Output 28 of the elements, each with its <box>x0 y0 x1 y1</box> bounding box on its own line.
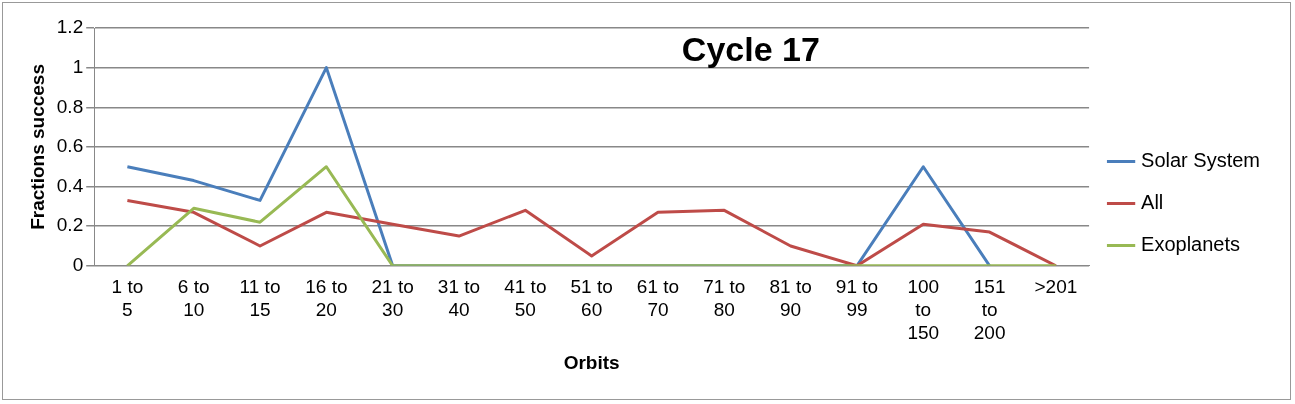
x-tick-label: 71 to 80 <box>703 276 746 321</box>
x-tick-label: 21 to 30 <box>371 276 414 321</box>
x-tick-label: >201 <box>1034 276 1078 298</box>
chart-title: Cycle 17 <box>681 30 820 69</box>
y-axis-title: Fractions success <box>26 63 48 230</box>
y-tick-label: 0.6 <box>56 135 84 157</box>
x-axis-title: Orbits <box>563 351 620 373</box>
x-tick-label: 91 to 99 <box>835 276 879 321</box>
x-tick-label: 100 to 150 <box>907 276 940 344</box>
x-tick-label: 11 to 15 <box>239 276 281 321</box>
x-tick-label: 41 to 50 <box>504 276 547 321</box>
x-tick-label: 51 to 60 <box>570 276 613 321</box>
legend-label: Exoplanets <box>1141 233 1241 256</box>
x-tick-label: 151 to 200 <box>973 276 1006 344</box>
x-tick-label: 81 to 90 <box>769 276 812 321</box>
y-tick-label: 1 <box>72 55 84 77</box>
y-tick-label: 0 <box>72 254 84 276</box>
y-tick-label: 0.2 <box>56 214 84 236</box>
legend-label: All <box>1141 191 1164 214</box>
y-tick-label: 1.2 <box>56 16 84 38</box>
x-tick-label: 1 to 5 <box>111 276 144 321</box>
x-tick-label: 6 to 10 <box>177 276 210 321</box>
legend-label: Solar System <box>1141 149 1261 172</box>
y-tick-label: 0.8 <box>56 95 84 117</box>
x-tick-label: 31 to 40 <box>437 276 481 321</box>
x-tick-label: 61 to 70 <box>636 276 680 321</box>
y-tick-label: 0.4 <box>56 174 84 196</box>
x-tick-label: 16 to 20 <box>305 276 348 321</box>
